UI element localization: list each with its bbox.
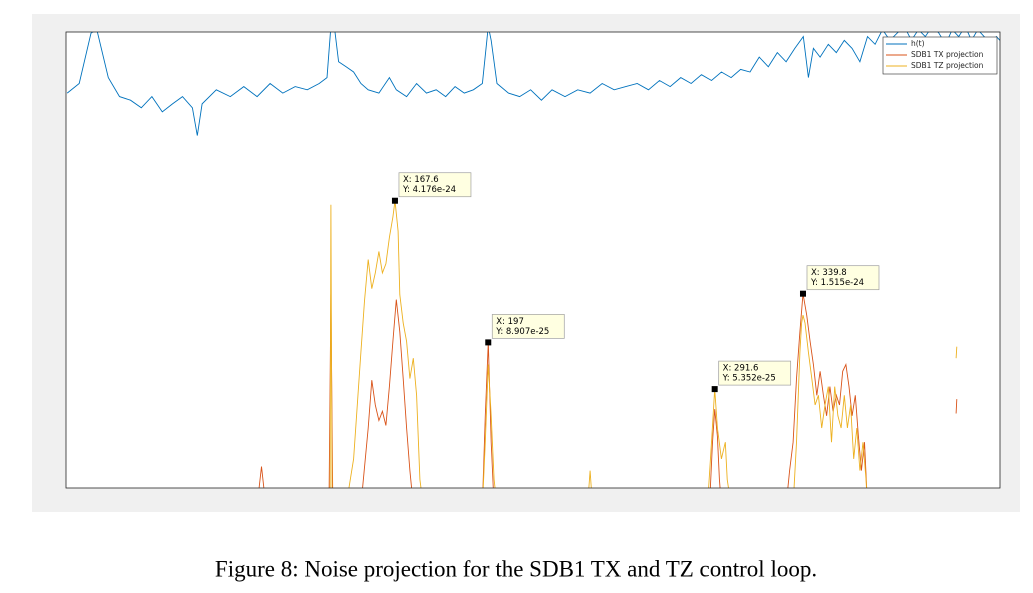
data-tip-box bbox=[491, 314, 565, 339]
legend-label: SDB1 TX projection bbox=[911, 50, 984, 59]
legend: h(t) SDB1 TX projection SDB1 TZ projection bbox=[882, 36, 998, 75]
data-tip-text: X: 167.6 bbox=[403, 175, 439, 185]
data-tip-text: X: 197 bbox=[496, 317, 524, 327]
data-tip-box bbox=[398, 172, 472, 198]
data-tip-text: Y: 5.352e-25 bbox=[722, 374, 776, 384]
data-tip-box bbox=[806, 265, 880, 291]
data-tip-text: Y: 1.515e-24 bbox=[810, 278, 864, 288]
data-tip-marker bbox=[485, 339, 492, 346]
data-tip-box bbox=[718, 360, 792, 386]
caption: Figure 8: Noise projection for the SDB1 … bbox=[215, 556, 817, 581]
data-tip-marker bbox=[799, 290, 806, 297]
series-line bbox=[329, 200, 958, 488]
data-tip-marker bbox=[391, 197, 398, 204]
legend-label: h(t) bbox=[911, 39, 925, 48]
plot-frame bbox=[65, 31, 1001, 489]
data-tip-text: X: 339.8 bbox=[811, 268, 847, 278]
data-tip-marker bbox=[711, 386, 718, 393]
data-tip-text: Y: 8.907e-25 bbox=[495, 327, 549, 337]
data-tip-text: X: 291.6 bbox=[723, 364, 759, 374]
data-tip-text: Y: 4.176e-24 bbox=[402, 185, 456, 195]
legend-label: SDB1 TZ projection bbox=[911, 61, 984, 70]
plot-area bbox=[66, 32, 1000, 488]
